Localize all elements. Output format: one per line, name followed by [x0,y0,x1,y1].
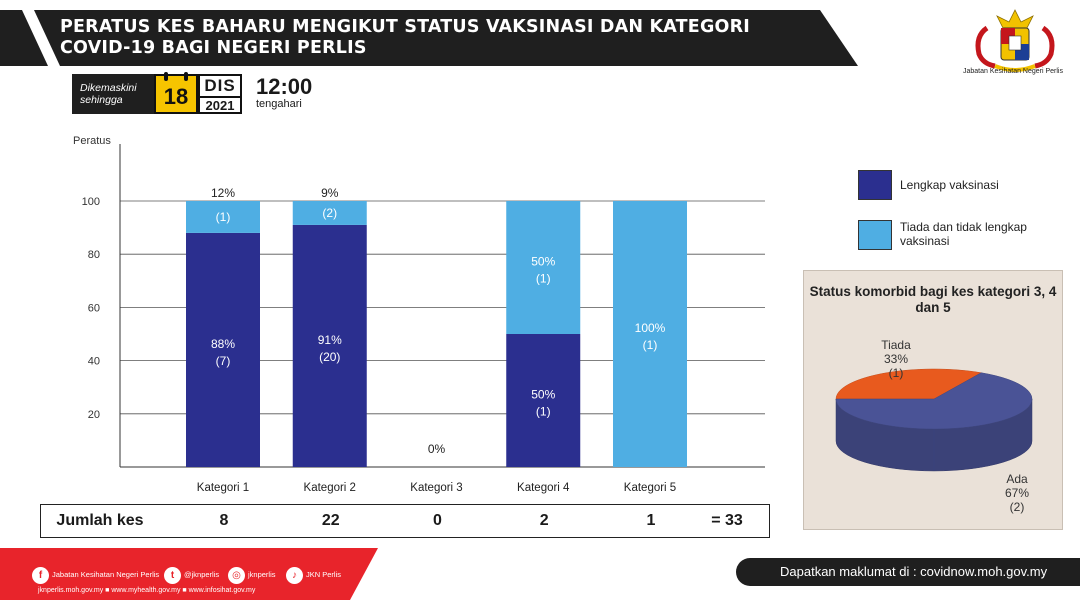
update-period: tengahari [256,98,302,110]
page-title: PERATUS KES BAHARU MENGIKUT STATUS VAKSI… [60,17,750,58]
footer-info-bar: Dapatkan maklumat di : covidnow.moh.gov.… [736,558,1080,586]
bar-segment [506,201,581,334]
bar-percent-label: 50% [531,388,555,402]
bar-segment [613,201,687,467]
bar-percent-label: 88% [211,337,235,351]
legend-swatch [858,170,892,200]
pie-slice-count: (1) [889,366,904,380]
y-axis-label: Peratus [73,135,111,147]
bar-zero-label: 0% [428,442,446,456]
bar-percent-label: 91% [318,333,342,347]
bar-segment [186,201,260,233]
calendar-month: DIS 2021 [198,74,242,114]
total-value: 1 [646,512,656,529]
bar-count-label: (1) [536,272,551,286]
x-category-label: Kategori 5 [624,482,676,494]
instagram-icon: ◎ [228,566,245,584]
total-cases-row: Jumlah kes = 33 8 22 0 2 1 [40,504,770,538]
pie-slice-count: (2) [1010,500,1025,514]
calendar-ring-icon [184,72,188,81]
x-category-label: Kategori 3 [410,482,462,494]
bar-percent-label: 100% [635,321,666,335]
bar-count-label: (2) [322,206,337,220]
stacked-bar-chart: 20 40 60 80 100 Peratus 88% (7) 12% (1) Kategori 1… [73,135,765,494]
y-tick-label: 60 [88,302,100,314]
social-link[interactable]: ◎ jknperlis [228,566,276,584]
pie-slice-label: Tiada [881,338,911,352]
pie-slice-pct: 67% [1005,486,1029,500]
legend-item: Lengkap vaksinasi [858,170,1058,216]
update-time: 12:00 [256,74,313,99]
bar-count-label: (20) [319,350,340,364]
pie-slice-pct: 33% [884,352,908,366]
bar-count-label: (1) [536,405,551,419]
footer-websites: jknperlis.moh.gov.my ■ www.myhealth.gov.… [38,587,256,594]
bar-segment [292,224,367,467]
x-category-label: Kategori 4 [517,482,570,494]
comorbid-pie-panel: Status komorbid bagi kes kategori 3, 4 d… [803,270,1063,530]
twitter-icon: t [164,566,181,584]
bar-percent-label: 12% [211,186,235,200]
bar-percent-label: 50% [531,255,555,269]
calendar-day: 18 [154,72,198,114]
tiktok-icon: ♪ [286,566,303,584]
social-link[interactable]: t @jknperlis [164,566,219,584]
total-value: 0 [433,512,442,529]
y-tick-label: 80 [88,249,100,261]
bar-count-label: (7) [216,354,231,368]
title-banner [0,10,858,66]
total-sum: = 33 [711,512,743,529]
bar-segment [292,201,367,225]
legend-swatch [858,220,892,250]
social-link-label: jknperlis [248,570,276,580]
updated-label: Dikemaskini sehingga [72,74,154,114]
social-link-label: JKN Perlis [306,570,342,580]
legend-label: Tiada dan tidak lengkap vaksinasi [900,220,1027,248]
x-category-label: Kategori 1 [197,482,249,494]
chart-legend: Lengkap vaksinasi Tiada dan tidak lengkap… [858,170,1058,270]
total-value: 22 [321,512,340,529]
x-category-label: Kategori 2 [304,482,356,494]
total-value: 8 [219,512,229,529]
social-link-label: @jknperlis [184,570,220,580]
y-tick-label: 100 [82,196,100,208]
y-tick-label: 40 [88,356,100,368]
total-label: Jumlah kes [56,512,144,529]
pie-title: Status komorbid bagi kes kategori 3, 4 d… [809,284,1057,315]
logo-caption: Jabatan Kesihatan Negeri Perlis [962,68,1063,75]
bar-count-label: (1) [643,338,658,352]
calendar-ring-icon [164,72,168,81]
bar-segment [186,232,260,467]
social-link-label: Jabatan Kesihatan Negeri Perlis [52,570,160,580]
y-tick-label: 20 [88,409,100,421]
legend-item: Tiada dan tidak lengkap vaksinasi [858,220,1058,266]
social-link[interactable]: f Jabatan Kesihatan Negeri Perlis [32,566,159,584]
facebook-icon: f [32,566,49,584]
bar-percent-label: 9% [321,186,339,200]
footer-social-bar [0,548,378,600]
pie-slice [835,368,982,400]
pie-slice-label: Ada [1006,472,1028,486]
bar-count-label: (1) [216,210,231,224]
coat-of-arms-logo [975,9,1055,72]
total-value: 2 [539,512,549,529]
pie-slice [835,372,1033,430]
legend-label: Lengkap vaksinasi [900,178,999,192]
bar-segment [506,334,581,467]
social-link[interactable]: ♪ JKN Perlis [286,566,341,584]
